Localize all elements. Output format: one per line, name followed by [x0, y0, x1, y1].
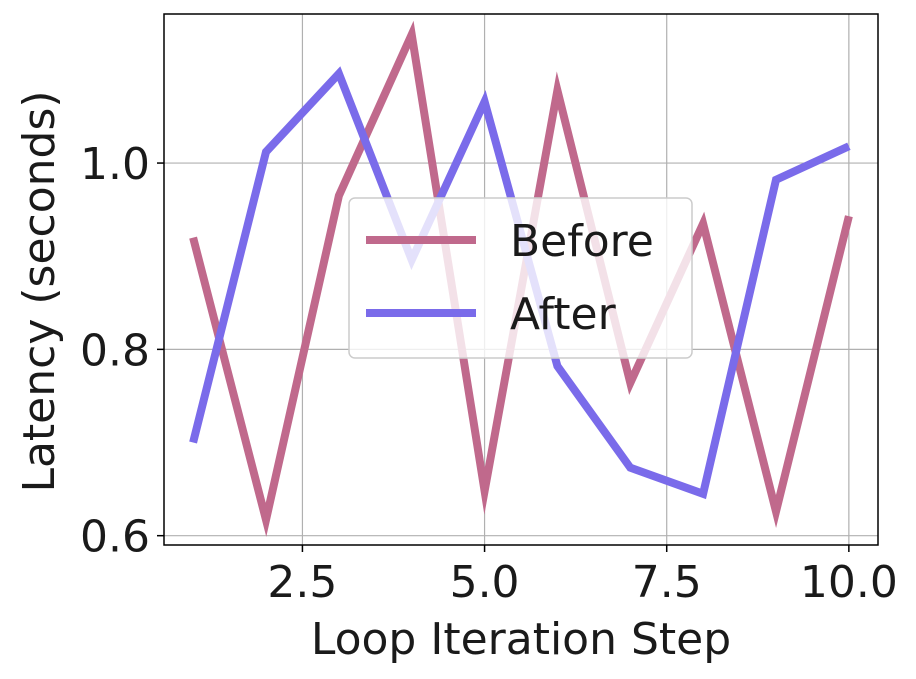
- x-tick-label: 5.0: [450, 557, 520, 608]
- legend-label-after: After: [510, 289, 617, 340]
- x-tick-label: 7.5: [632, 557, 702, 608]
- y-tick-label: 0.8: [80, 325, 150, 376]
- x-tick-label: 2.5: [267, 557, 337, 608]
- legend-label-before: Before: [510, 216, 654, 267]
- y-tick-label: 0.6: [80, 512, 150, 563]
- axis-ticks: 2.5 5.0 7.5 10.0 0.6 0.8 1.0: [80, 139, 898, 608]
- y-axis-label: Latency (seconds): [14, 90, 65, 492]
- x-axis-label: Loop Iteration Step: [311, 614, 731, 665]
- y-tick-label: 1.0: [80, 139, 150, 190]
- plot-frame: [163, 13, 879, 546]
- legend: Before After: [348, 197, 693, 359]
- x-tick-label: 10.0: [800, 557, 898, 608]
